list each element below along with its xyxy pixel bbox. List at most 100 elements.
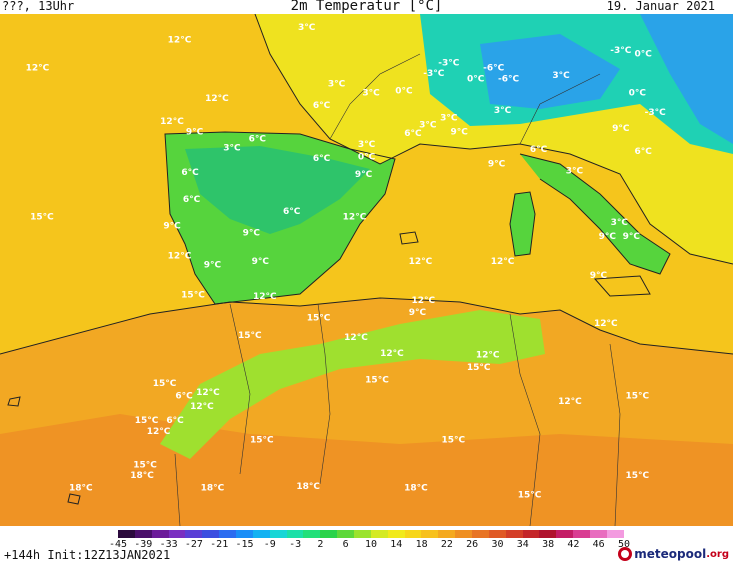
temperature-label: 15°C <box>181 291 205 301</box>
temperature-label: 12°C <box>491 257 515 267</box>
temperature-label: 15°C <box>250 436 274 446</box>
temperature-label: 3°C <box>552 71 570 81</box>
color-scale-tick: 46 <box>592 539 605 550</box>
color-scale-swatch <box>404 530 422 538</box>
temperature-label: 3°C <box>362 89 380 99</box>
temperature-label: -3°C <box>645 108 666 118</box>
temperature-label: 9°C <box>612 124 630 134</box>
temperature-label: 6°C <box>175 391 193 401</box>
color-scale-tick: 10 <box>364 539 378 550</box>
color-scale-swatch <box>522 530 540 538</box>
color-scale-swatch <box>455 530 473 538</box>
temperature-label: 18°C <box>69 484 93 494</box>
temperature-label: 6°C <box>313 154 331 164</box>
color-scale-swatch <box>320 530 338 538</box>
temperature-label: 12°C <box>343 213 367 223</box>
color-scale-swatch <box>505 530 523 538</box>
color-scale-swatch <box>590 530 607 538</box>
color-scale-swatch <box>472 530 489 538</box>
temperature-label: 12°C <box>190 402 214 412</box>
color-scale-tick: 38 <box>542 539 555 550</box>
temperature-label: 6°C <box>313 101 331 111</box>
color-scale-swatch <box>286 530 304 538</box>
color-scale-swatch <box>337 530 355 538</box>
corsica-sardinia <box>510 192 535 256</box>
temperature-label: -3°C <box>423 69 444 79</box>
temperature-label: 12°C <box>168 35 192 45</box>
temperature-label: 12°C <box>147 427 171 437</box>
temperature-label: 3°C <box>566 166 584 176</box>
balkan-cold-zone <box>640 14 733 144</box>
temperature-label: 15°C <box>365 376 389 386</box>
color-scale-swatch <box>421 530 439 538</box>
color-scale-bar <box>118 530 624 538</box>
color-scale-swatch <box>387 530 405 538</box>
temperature-label: 12°C <box>380 349 404 359</box>
temperature-label: 6°C <box>404 129 422 139</box>
temperature-label: 9°C <box>252 257 270 267</box>
temperature-label: 12°C <box>160 117 184 127</box>
temperature-label: 0°C <box>629 89 647 99</box>
color-scale-tick: 14 <box>390 539 403 550</box>
temperature-label: 6°C <box>249 135 267 145</box>
map-title: 2m Temperatur [°C] <box>290 0 443 14</box>
temperature-label: 15°C <box>625 471 649 481</box>
temperature-label: 3°C <box>298 23 316 33</box>
temperature-label: 9°C <box>488 159 506 169</box>
temperature-label: 9°C <box>204 260 222 270</box>
color-scale-tick: -21 <box>210 539 229 550</box>
color-scale-swatch <box>573 530 591 538</box>
color-scale-tick: -15 <box>235 539 254 550</box>
temperature-label: 15°C <box>135 416 159 426</box>
temperature-label: 0°C <box>467 74 485 84</box>
temperature-label: 3°C <box>223 143 241 153</box>
temperature-label: 6°C <box>181 168 199 178</box>
temperature-label: 15°C <box>133 461 157 471</box>
temperature-label: 15°C <box>30 213 54 223</box>
color-scale-tick: 26 <box>466 539 479 550</box>
iberia-cold-zone <box>185 146 370 234</box>
temperature-label: 9°C <box>409 308 427 318</box>
temperature-label: 15°C <box>441 436 465 446</box>
temperature-label: 3°C <box>358 140 376 150</box>
meteopool-logo-icon <box>618 547 633 561</box>
temperature-label: -6°C <box>498 74 519 84</box>
temperature-label: 9°C <box>163 221 181 231</box>
temperature-label: 12°C <box>205 94 229 104</box>
temperature-label: 3°C <box>440 113 458 123</box>
temperature-label: 15°C <box>467 363 491 373</box>
temperature-label: 18°C <box>201 484 225 494</box>
color-scale-tick: -39 <box>134 539 153 550</box>
temperature-label: 3°C <box>328 80 346 90</box>
temperature-label: 15°C <box>625 391 649 401</box>
country-borders <box>174 53 621 526</box>
temperature-label: 12°C <box>344 333 368 343</box>
temperature-label: 9°C <box>623 232 641 242</box>
color-scale-swatch <box>134 530 152 538</box>
color-scale-swatch <box>370 530 388 538</box>
color-scale-swatch <box>488 530 506 538</box>
color-scale-tick: 2 <box>317 539 324 550</box>
coastlines <box>0 14 733 505</box>
color-scale-swatch <box>185 530 203 538</box>
color-scale-swatch <box>606 530 624 538</box>
color-scale-swatch <box>269 530 287 538</box>
temperature-label: 9°C <box>186 128 204 138</box>
temperature-label: 12°C <box>476 351 500 361</box>
temperature-label: 18°C <box>130 471 154 481</box>
color-scale-swatch <box>438 530 456 538</box>
temperature-labels: 3°C12°C12°C12°C3°C3°C6°C0°C-3°C-6°C-3°C0… <box>26 23 667 501</box>
meteopool-logo[interactable]: meteopool .org <box>618 546 729 562</box>
temperature-label: 3°C <box>419 120 437 130</box>
color-scale-ticks: -45 -39 -33 -27 -21 -15 -9 -3 2 6 10 14 18 22 26 30 34 38… <box>109 539 630 551</box>
temperature-label: 15°C <box>153 379 177 389</box>
temperature-label: 12°C <box>196 388 220 398</box>
temperature-label: 0°C <box>635 50 653 60</box>
alps-coldest-zone <box>480 34 620 109</box>
temperature-label: 12°C <box>253 292 277 302</box>
color-scale-tick: 34 <box>516 539 529 550</box>
temperature-label: 12°C <box>168 252 192 262</box>
temperature-label: 6°C <box>166 416 184 426</box>
temperature-label: 6°C <box>283 207 301 217</box>
color-scale-tick: -27 <box>184 539 203 550</box>
